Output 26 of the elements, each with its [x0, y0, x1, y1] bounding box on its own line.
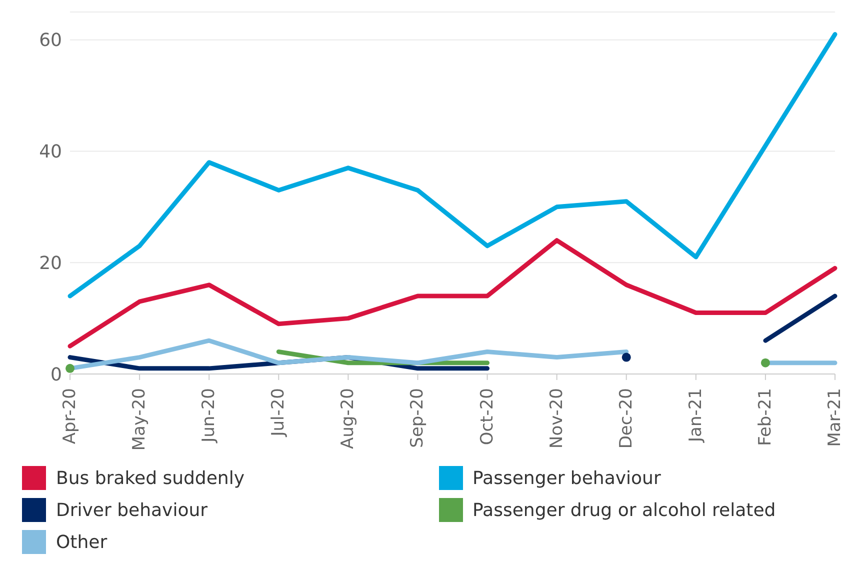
x-tick-label: Sep-20 [408, 388, 428, 448]
legend-label: Bus braked suddenly [56, 468, 244, 488]
x-tick-label: Aug-20 [338, 388, 358, 449]
x-tick-label: Apr-20 [60, 388, 80, 444]
y-tick-label: 40 [39, 142, 62, 163]
x-tick-label: Jan-21 [686, 388, 706, 443]
x-tick-label: Feb-21 [755, 388, 776, 446]
x-tick-label: Jul-20 [268, 388, 289, 438]
legend-label: Passenger behaviour [472, 468, 661, 488]
x-tick-label: Oct-20 [477, 388, 498, 446]
y-tick-label: 0 [50, 364, 62, 386]
line-series [68, 32, 838, 298]
y-tick-label: 20 [39, 253, 62, 274]
x-tick-label: Nov-20 [546, 388, 567, 448]
point [760, 358, 770, 368]
y-tick-label: 60 [39, 30, 62, 52]
line-series [68, 238, 838, 348]
point [622, 352, 631, 362]
point [66, 364, 74, 373]
x-tick-label: May-20 [130, 388, 150, 451]
legend-label: Other [56, 532, 108, 552]
x-tick-label: Dec-20 [616, 388, 636, 449]
x-tick-label: Jun-20 [199, 388, 220, 444]
legend-label: Passenger drug or alcohol related [472, 500, 776, 520]
legend-label: Driver behaviour [56, 500, 208, 520]
x-tick-label: Mar-21 [825, 388, 845, 447]
